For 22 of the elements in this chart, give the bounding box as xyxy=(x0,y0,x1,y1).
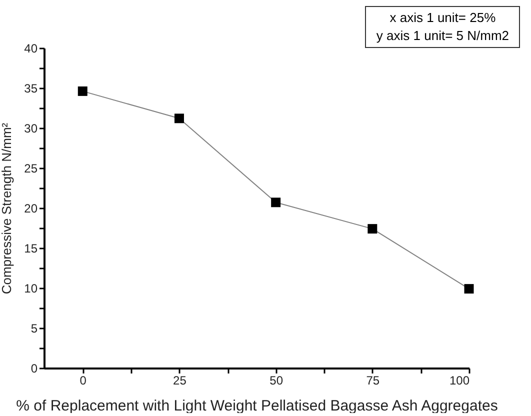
text: y axis 1 unit= 5 N/mm2 xyxy=(376,27,509,45)
y-tick-label: 30 xyxy=(24,122,38,136)
y-tick-label: 40 xyxy=(24,42,38,56)
point xyxy=(368,224,378,234)
y-tick-label: 10 xyxy=(24,282,38,296)
y-tick-label: 20 xyxy=(24,202,38,216)
text: x axis 1 unit= 25% xyxy=(388,9,497,27)
y-tick-label: 5 xyxy=(30,322,38,336)
y-tick-label: 35 xyxy=(24,82,38,96)
y-tick-label: 25 xyxy=(24,162,38,176)
x-tick-label: 25 xyxy=(173,374,187,388)
x-tick-label: 0 xyxy=(80,374,87,388)
y-tick-label: 0 xyxy=(30,362,38,376)
point xyxy=(464,284,474,294)
y-axis-title: Compressive Strength N/mm² xyxy=(0,122,14,294)
point xyxy=(271,198,281,208)
y-tick-label: 15 xyxy=(24,242,38,256)
x-tick-label: 50 xyxy=(270,374,284,388)
point xyxy=(78,86,88,96)
x-tick-label: 75 xyxy=(366,374,380,388)
point xyxy=(174,114,184,124)
x-tick-label: 100 xyxy=(449,374,470,388)
